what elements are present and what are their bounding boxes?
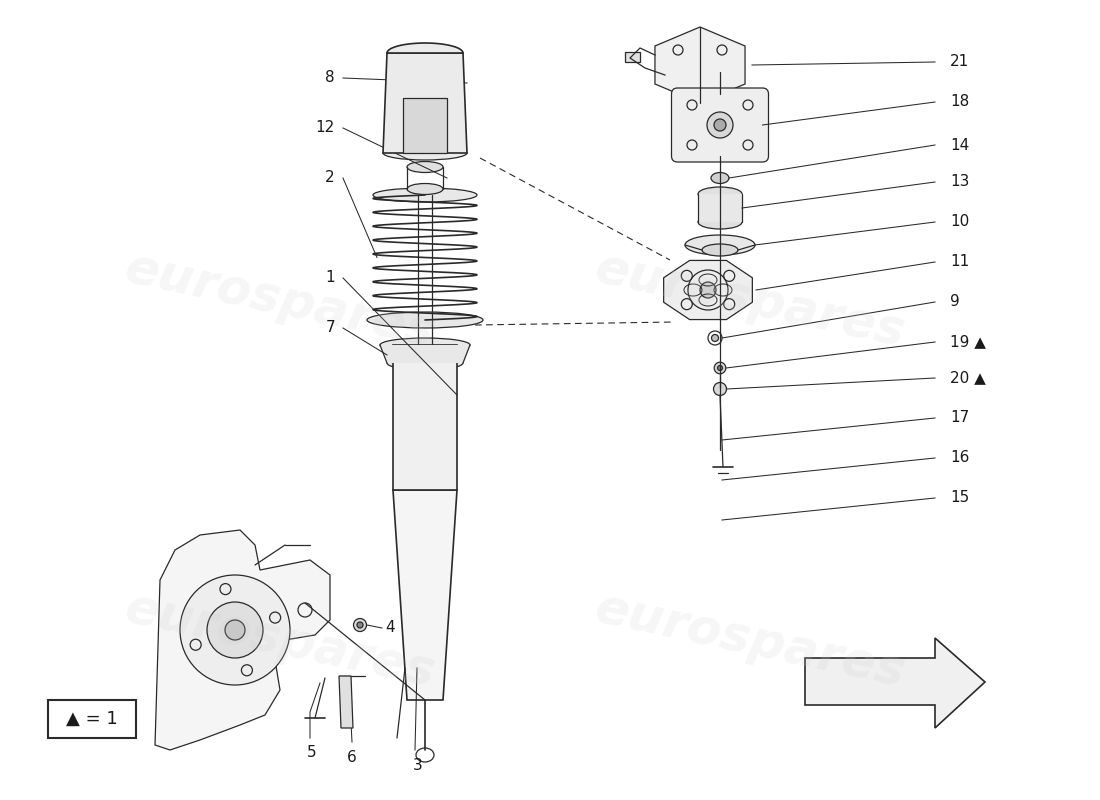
- Ellipse shape: [373, 188, 477, 202]
- Text: 5: 5: [307, 745, 317, 760]
- Ellipse shape: [685, 235, 755, 255]
- Polygon shape: [339, 676, 353, 728]
- Text: eurospares: eurospares: [121, 584, 440, 696]
- Polygon shape: [403, 98, 447, 153]
- Polygon shape: [654, 27, 745, 103]
- Ellipse shape: [407, 162, 443, 173]
- Text: 18: 18: [950, 94, 969, 110]
- Bar: [625, 52, 640, 62]
- Bar: [48, 700, 136, 738]
- Text: 6: 6: [348, 750, 356, 765]
- Ellipse shape: [698, 187, 742, 201]
- Text: 13: 13: [950, 174, 969, 190]
- Text: 7: 7: [326, 321, 336, 335]
- Ellipse shape: [379, 338, 470, 352]
- Ellipse shape: [387, 356, 463, 370]
- Text: 4: 4: [385, 621, 395, 635]
- Text: 21: 21: [950, 54, 969, 70]
- Polygon shape: [393, 345, 456, 490]
- Polygon shape: [663, 261, 752, 319]
- Text: 19 ▲: 19 ▲: [950, 334, 986, 350]
- Text: 1: 1: [326, 270, 336, 286]
- Text: eurospares: eurospares: [591, 584, 910, 696]
- Ellipse shape: [383, 146, 468, 160]
- Text: 12: 12: [316, 121, 336, 135]
- Text: 16: 16: [950, 450, 969, 466]
- Text: 17: 17: [950, 410, 969, 426]
- Ellipse shape: [407, 183, 443, 194]
- Polygon shape: [387, 43, 463, 53]
- Ellipse shape: [395, 368, 455, 382]
- Text: eurospares: eurospares: [121, 244, 440, 356]
- Circle shape: [207, 602, 263, 658]
- Text: 15: 15: [950, 490, 969, 506]
- Text: 2: 2: [326, 170, 336, 186]
- Circle shape: [700, 282, 716, 298]
- Circle shape: [226, 620, 245, 640]
- FancyBboxPatch shape: [671, 88, 769, 162]
- Polygon shape: [805, 638, 984, 728]
- Circle shape: [712, 334, 718, 342]
- Circle shape: [714, 382, 726, 395]
- Ellipse shape: [702, 244, 738, 256]
- Circle shape: [714, 119, 726, 131]
- Text: 11: 11: [950, 254, 969, 270]
- Polygon shape: [379, 345, 470, 363]
- Text: ▲ = 1: ▲ = 1: [66, 710, 118, 728]
- Polygon shape: [698, 194, 742, 222]
- Circle shape: [714, 362, 726, 374]
- Text: 9: 9: [950, 294, 959, 310]
- Polygon shape: [383, 53, 468, 153]
- Circle shape: [358, 622, 363, 628]
- Ellipse shape: [711, 173, 729, 183]
- Text: 3: 3: [414, 758, 422, 773]
- Polygon shape: [393, 490, 456, 700]
- Polygon shape: [155, 530, 330, 750]
- Text: 10: 10: [950, 214, 969, 230]
- Text: eurospares: eurospares: [591, 244, 910, 356]
- Circle shape: [707, 112, 733, 138]
- Circle shape: [180, 575, 290, 685]
- Text: 14: 14: [950, 138, 969, 153]
- Circle shape: [353, 618, 366, 631]
- Ellipse shape: [698, 215, 742, 229]
- Circle shape: [717, 366, 723, 370]
- Circle shape: [410, 651, 424, 665]
- Ellipse shape: [367, 312, 483, 328]
- Text: 8: 8: [326, 70, 336, 86]
- Text: 20 ▲: 20 ▲: [950, 370, 986, 386]
